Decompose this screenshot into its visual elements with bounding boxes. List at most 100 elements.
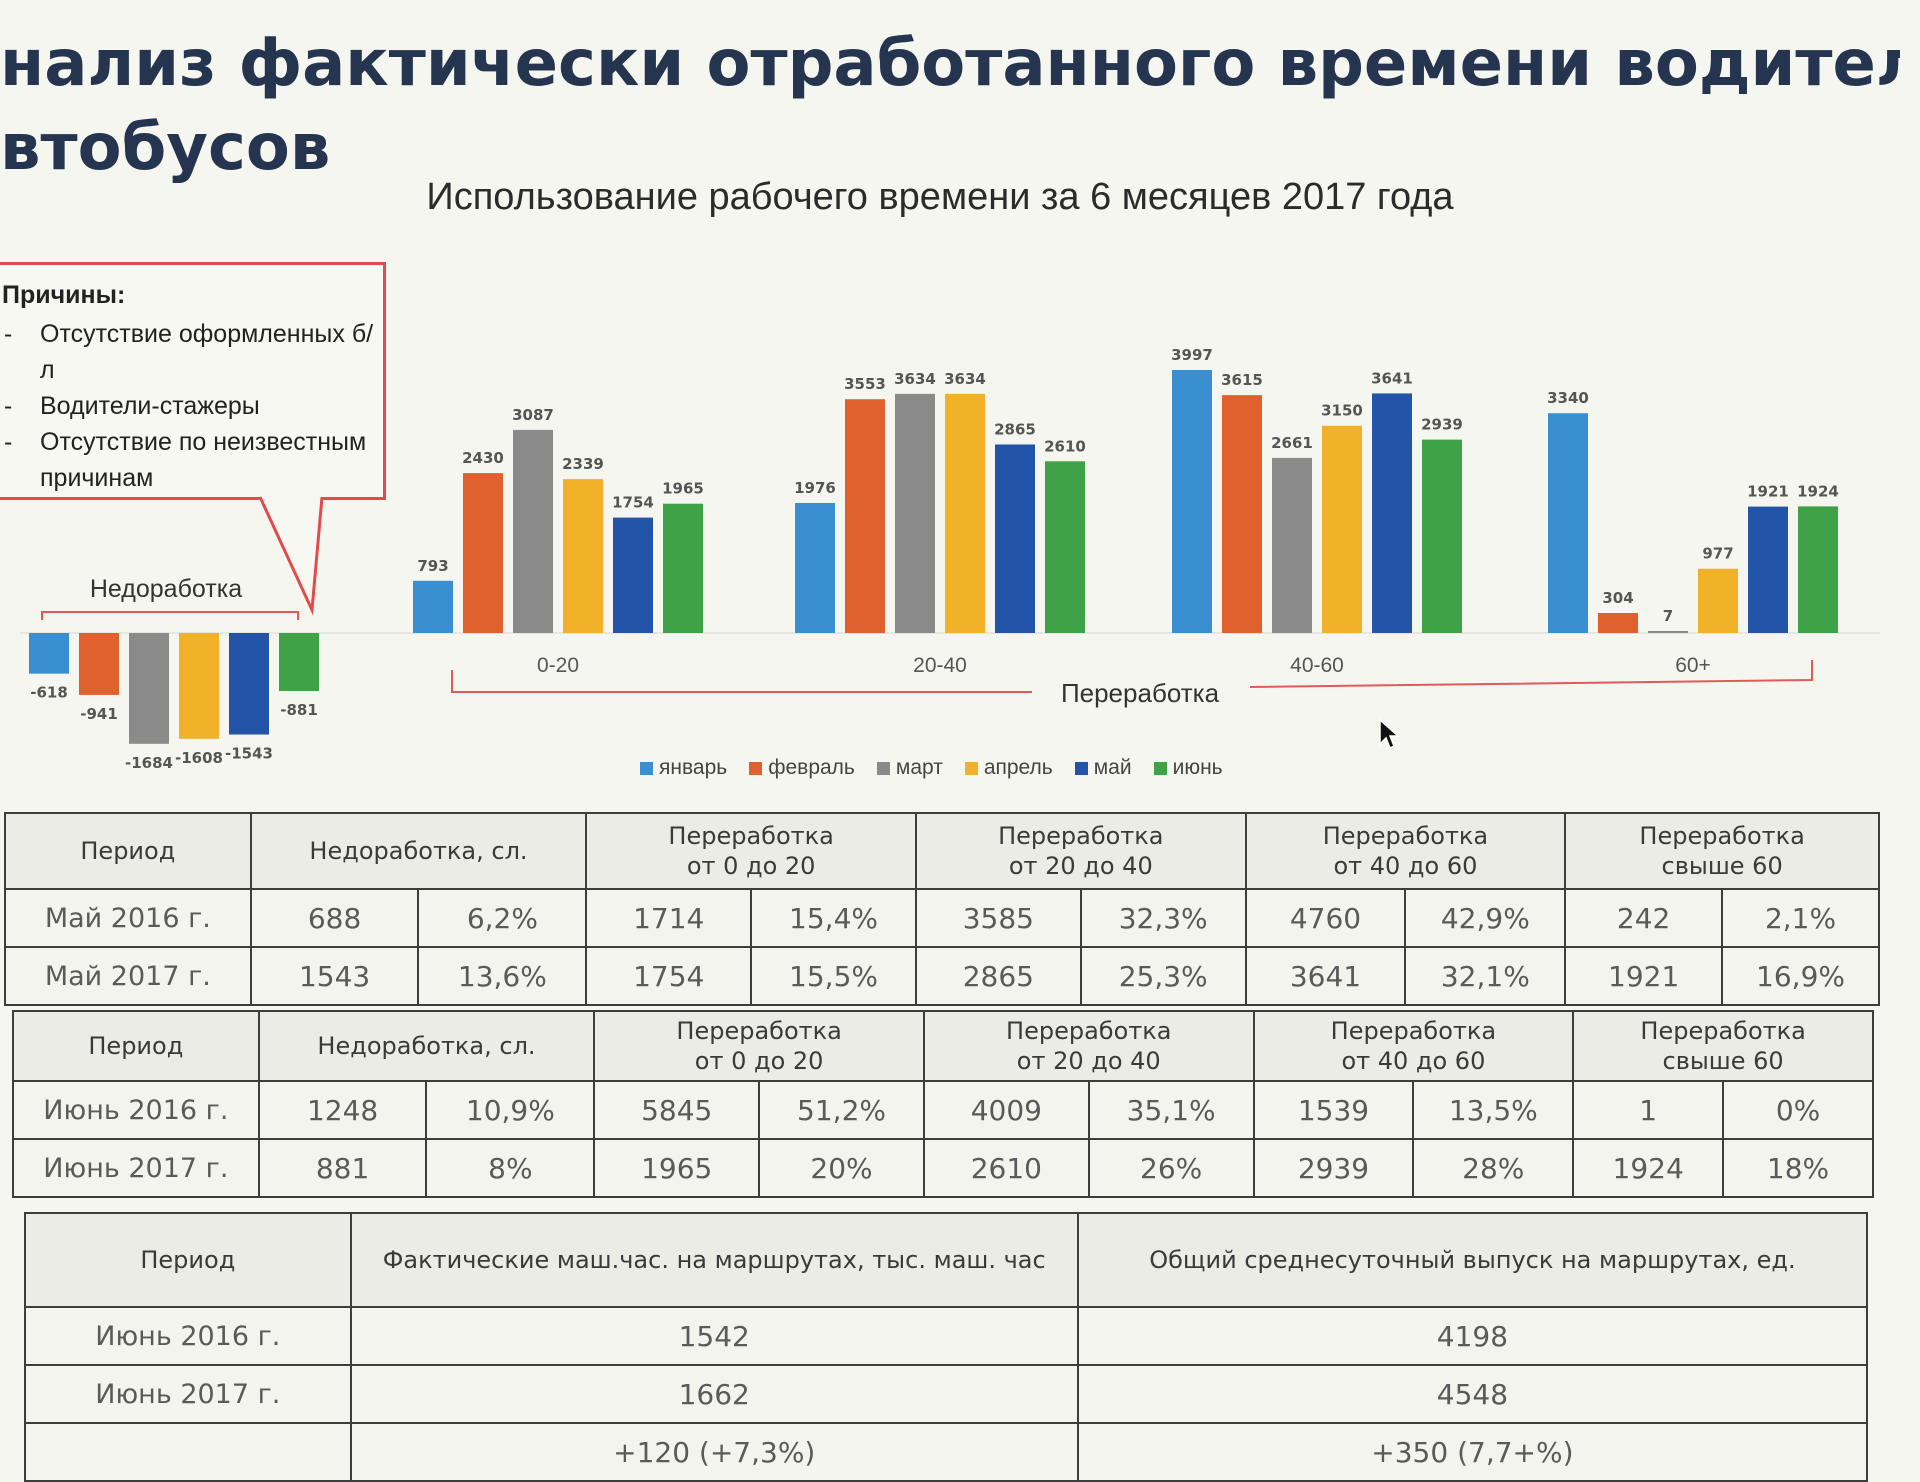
table-cell: 2865	[914, 946, 1082, 1006]
table-cell: 18%	[1722, 1138, 1874, 1198]
table-row: +120 (+7,3%) +350 (7,7+%)	[24, 1422, 1869, 1482]
data-label: 3997	[1171, 346, 1213, 364]
header-period: Период	[4, 812, 252, 890]
table-cell: 15,4%	[750, 888, 917, 948]
over-bracket-left	[451, 670, 1032, 693]
chart-bar	[513, 429, 553, 633]
legend-swatch	[749, 761, 763, 775]
table-cell: 1539	[1252, 1080, 1415, 1140]
legend-swatch	[1074, 761, 1088, 775]
header-line: от 20 до 40	[1008, 852, 1153, 880]
header-daily-output: Общий среднесуточный выпуск на маршрутах…	[1076, 1212, 1869, 1308]
chart-bar	[945, 393, 985, 633]
table-cell: 4760	[1244, 888, 1407, 948]
header-machine-hours: Фактические маш.час. на маршрутах, тыс. …	[349, 1212, 1079, 1308]
table-cell: 3641	[1244, 946, 1407, 1006]
header-line: Переработка	[668, 822, 834, 850]
row-period: Июнь 2016 г.	[12, 1080, 260, 1140]
heading-line-2: втобусов	[0, 111, 331, 185]
reasons-callout: Причины: Отсутствие оформленных б/л Води…	[0, 262, 386, 500]
chart-bar	[129, 633, 169, 744]
data-label: 2430	[462, 449, 504, 467]
chart-bar	[1222, 395, 1262, 633]
table-cell: 0%	[1722, 1080, 1874, 1140]
header-line: Переработка	[676, 1017, 842, 1045]
table-cell: 1248	[257, 1080, 428, 1140]
chart-bar	[29, 633, 69, 674]
data-label: 1921	[1747, 483, 1789, 501]
table-cell: 4198	[1076, 1306, 1869, 1366]
legend-item-january: январь	[640, 756, 727, 780]
table-cell: 5845	[593, 1080, 761, 1140]
table-cell: 1542	[349, 1306, 1079, 1366]
table-cell: 2939	[1252, 1138, 1415, 1198]
legend-item-may: май	[1074, 756, 1132, 780]
table-cell: 20%	[758, 1138, 925, 1198]
table-cell: 42,9%	[1404, 888, 1567, 948]
chart-bar	[1548, 413, 1588, 633]
table-row: Июнь 2016 г. 1248 10,9% 5845 51,2% 4009 …	[12, 1080, 1874, 1140]
data-label: 977	[1702, 545, 1733, 563]
header-period: Период	[24, 1212, 352, 1308]
reason-item: Отсутствие по неизвестным причинам	[0, 424, 383, 496]
data-label: 3087	[512, 406, 554, 424]
table-cell: 2610	[922, 1138, 1090, 1198]
header-over-20-40: Переработка от 20 до 40	[922, 1010, 1255, 1082]
chart-bar	[1172, 369, 1212, 633]
chart-bar	[179, 633, 219, 739]
chart-bar	[1372, 393, 1412, 633]
data-label: 3615	[1221, 371, 1263, 389]
category-label: 60+	[1675, 654, 1711, 677]
chart-title: Использование рабочего времени за 6 меся…	[426, 176, 1454, 218]
over-bracket-label: Переработка	[1061, 678, 1220, 708]
table-cell: 8%	[425, 1138, 596, 1198]
data-label: 2661	[1271, 434, 1313, 452]
legend-item-april: апрель	[964, 756, 1053, 780]
table-cell: 28%	[1412, 1138, 1575, 1198]
legend-swatch	[640, 761, 653, 775]
chart-bar	[563, 479, 603, 633]
category-label: 40-60	[1290, 654, 1344, 677]
table-cell: 32,1%	[1404, 946, 1567, 1006]
header-line: Переработка	[1006, 1017, 1172, 1045]
legend-item-june: июнь	[1153, 756, 1223, 780]
legend-swatch	[876, 761, 890, 775]
table-header-row: Период Недоработка, сл. Переработка от 0 …	[12, 1010, 1874, 1082]
data-label: -1543	[225, 745, 273, 763]
table-cell: 13,5%	[1412, 1080, 1575, 1140]
header-line: свыше 60	[1662, 1047, 1784, 1075]
june-comparison-table: Период Недоработка, сл. Переработка от 0 …	[12, 1010, 1874, 1198]
chart-bar	[895, 393, 935, 633]
data-label: -881	[280, 701, 318, 719]
header-under: Недоработка, сл.	[249, 812, 588, 890]
header-line: от 0 до 20	[686, 852, 816, 880]
chart-bar	[663, 503, 703, 633]
data-label: 2939	[1421, 416, 1463, 434]
chart-bar	[1598, 612, 1638, 633]
table-cell: 1921	[1564, 946, 1724, 1006]
table-cell: 16,9%	[1721, 946, 1880, 1006]
category-label: 0-20	[537, 654, 579, 677]
table-cell: 6,2%	[417, 888, 588, 948]
header-over-60: Переработка свыше 60	[1572, 1010, 1874, 1082]
chart-bar	[1798, 506, 1838, 633]
reasons-list: Отсутствие оформленных б/л Водители-стаж…	[0, 316, 383, 496]
chart-bar	[1272, 457, 1312, 633]
legend-label: июнь	[1172, 756, 1223, 779]
table-cell: 15,5%	[750, 946, 917, 1006]
table-cell: 688	[249, 888, 420, 948]
table-cell: 26%	[1087, 1138, 1255, 1198]
chart-bar	[1698, 568, 1738, 633]
data-label: -1608	[175, 749, 223, 767]
chart-bar	[279, 633, 319, 691]
header-line: от 20 до 40	[1016, 1047, 1161, 1075]
table-header-row: Период Недоработка, сл. Переработка от 0 …	[4, 812, 1880, 890]
row-period: Май 2016 г.	[4, 888, 252, 948]
data-label: 3150	[1321, 402, 1363, 420]
header-line: Переработка	[1330, 1017, 1497, 1045]
legend-swatch	[964, 761, 978, 775]
callout-title: Причины:	[2, 281, 126, 309]
table-cell: 1662	[349, 1364, 1079, 1424]
table-cell: 1924	[1572, 1138, 1725, 1198]
data-label: 3634	[894, 370, 936, 388]
